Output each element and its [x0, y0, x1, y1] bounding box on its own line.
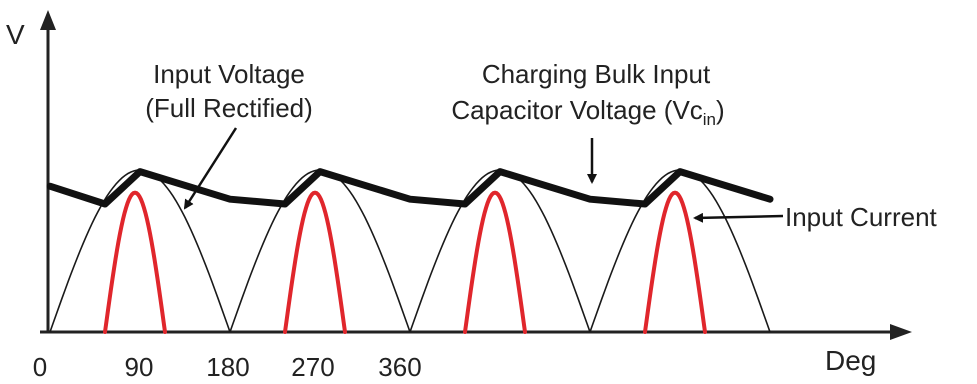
- capacitor-annotation-sub: Capacitor Voltage (Vcin): [451, 95, 724, 129]
- input-voltage-series: [49, 169, 771, 333]
- capacitor-annotation: Charging Bulk Input: [482, 59, 711, 89]
- input-voltage-annotation: Input Voltage: [153, 59, 305, 89]
- x-tick-label: 180: [206, 352, 249, 382]
- y-axis-arrow: [40, 10, 56, 30]
- capacitor-label-subscript: in: [703, 110, 716, 129]
- input-voltage-pointer: [183, 127, 238, 210]
- x-tick-label: 0: [33, 352, 47, 382]
- x-axis-label: Deg: [825, 345, 876, 376]
- x-tick-label: 270: [291, 352, 334, 382]
- input-current-pulse: [283, 190, 347, 334]
- input-current-pointer: [693, 212, 784, 223]
- input-voltage-annotation-sub: (Full Rectified): [145, 93, 313, 123]
- input-current-pulse: [103, 190, 167, 334]
- y-axis-label: V: [6, 19, 25, 50]
- input-current-annotation: Input Current: [785, 202, 938, 232]
- x-tick-label: 360: [378, 352, 421, 382]
- capacitor-voltage-line: [46, 168, 774, 208]
- input-current-series: [103, 190, 707, 334]
- capacitor-label-prefix: Capacitor Voltage (Vc: [451, 95, 702, 125]
- x-axis-arrow: [890, 324, 912, 340]
- capacitor-label-suffix: ): [716, 95, 725, 125]
- capacitor-voltage-series: [46, 168, 774, 208]
- input-current-pulse: [643, 190, 707, 334]
- x-tick-label: 90: [125, 352, 154, 382]
- input-current-pulse: [463, 190, 527, 334]
